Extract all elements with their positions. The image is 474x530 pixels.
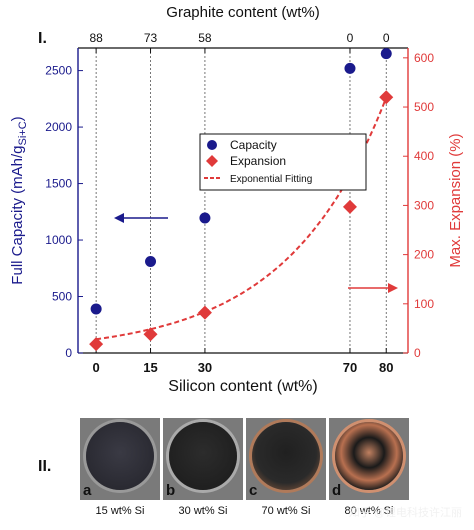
photo-d: d 80 wt% Si — [329, 418, 409, 522]
x-tick-label: 0 — [93, 360, 100, 375]
x-tick-label: 30 — [198, 360, 212, 375]
top-tick-label: 88 — [89, 31, 103, 45]
y-right-tick-label: 200 — [414, 248, 434, 262]
photo-caption: 15 wt% Si — [80, 500, 160, 522]
photo-caption: 70 wt% Si — [246, 500, 326, 522]
capacity-point — [90, 303, 102, 315]
y-right-tick-label: 0 — [414, 346, 421, 360]
photo-letter: d — [332, 482, 342, 499]
expansion-point — [342, 199, 357, 214]
photo-letter: a — [83, 482, 92, 499]
electrode-disk-d — [335, 422, 403, 490]
expansion-point — [89, 337, 104, 352]
panel-label-two: II. — [38, 458, 52, 475]
x-tick-label: 80 — [379, 360, 393, 375]
y-left-tick-label: 500 — [52, 290, 72, 304]
expansion-point — [379, 90, 394, 105]
x-axis-title: Silicon content (wt%) — [168, 378, 317, 395]
y-right-tick-label: 400 — [414, 149, 434, 163]
y-right-tick-label: 300 — [414, 198, 434, 212]
electrode-disk-b — [169, 422, 237, 490]
y-right-tick-label: 100 — [414, 297, 434, 311]
x-tick-label: 15 — [143, 360, 157, 375]
photo-caption: 30 wt% Si — [163, 500, 243, 522]
y-right-tick-label: 500 — [414, 100, 434, 114]
top-tick-label: 73 — [144, 31, 158, 45]
top-tick-label: 0 — [383, 31, 390, 45]
legend-fit-label: Exponential Fitting — [230, 174, 312, 185]
electrode-disk-c — [252, 422, 320, 490]
legend-expansion-label: Expansion — [230, 154, 286, 168]
photo-row: a 15 wt% Si b 30 wt% Si c 70 wt% Si d 80… — [80, 418, 412, 522]
legend-expansion-marker — [206, 155, 218, 167]
x-tick-label: 70 — [343, 360, 357, 375]
electrode-disk-a — [86, 422, 154, 490]
photo-letter: b — [166, 482, 176, 499]
capacity-point — [344, 62, 356, 74]
right-arrow-head — [388, 283, 398, 293]
y-left-tick-label: 0 — [65, 346, 72, 360]
legend-capacity-marker — [207, 140, 217, 150]
top-tick-label: 58 — [198, 31, 212, 45]
chart-svg: 0 15 30 70 80 88 73 58 0 0 0 500 1000 1500 2000 2500 0 10… — [9, 4, 464, 395]
y-left-tick-label: 1000 — [45, 233, 72, 247]
expansion-point — [143, 327, 158, 342]
legend-box — [199, 133, 367, 191]
photo-letter: c — [249, 482, 258, 499]
y-left-tick-label: 2000 — [45, 120, 72, 134]
y-right-tick-label: 600 — [414, 51, 434, 65]
legend-capacity-label: Capacity — [230, 138, 277, 152]
watermark: 知乎 @锂电科技许江丽 — [348, 507, 462, 519]
photo-a: a 15 wt% Si — [80, 418, 160, 522]
y-left-tick-label: 1500 — [45, 177, 72, 191]
photo-caption: 80 wt% Si — [329, 500, 409, 522]
capacity-point — [199, 212, 211, 224]
fit-curve — [95, 97, 388, 341]
y-right-axis-title: Max. Expansion (%) — [447, 133, 464, 267]
y-left-axis-title: Full Capacity (mAh/gSi+C) — [9, 116, 29, 284]
expansion-point — [197, 305, 212, 320]
top-axis-title: Graphite content (wt%) — [166, 4, 319, 21]
y-left-tick-label: 2500 — [45, 64, 72, 78]
photo-b: b 30 wt% Si — [163, 418, 243, 522]
capacity-point — [380, 48, 392, 60]
left-arrow-head — [114, 213, 124, 223]
panel-label-one: I. — [38, 30, 47, 47]
photo-c: c 70 wt% Si — [246, 418, 326, 522]
top-tick-label: 0 — [347, 31, 354, 45]
capacity-point — [145, 256, 157, 267]
